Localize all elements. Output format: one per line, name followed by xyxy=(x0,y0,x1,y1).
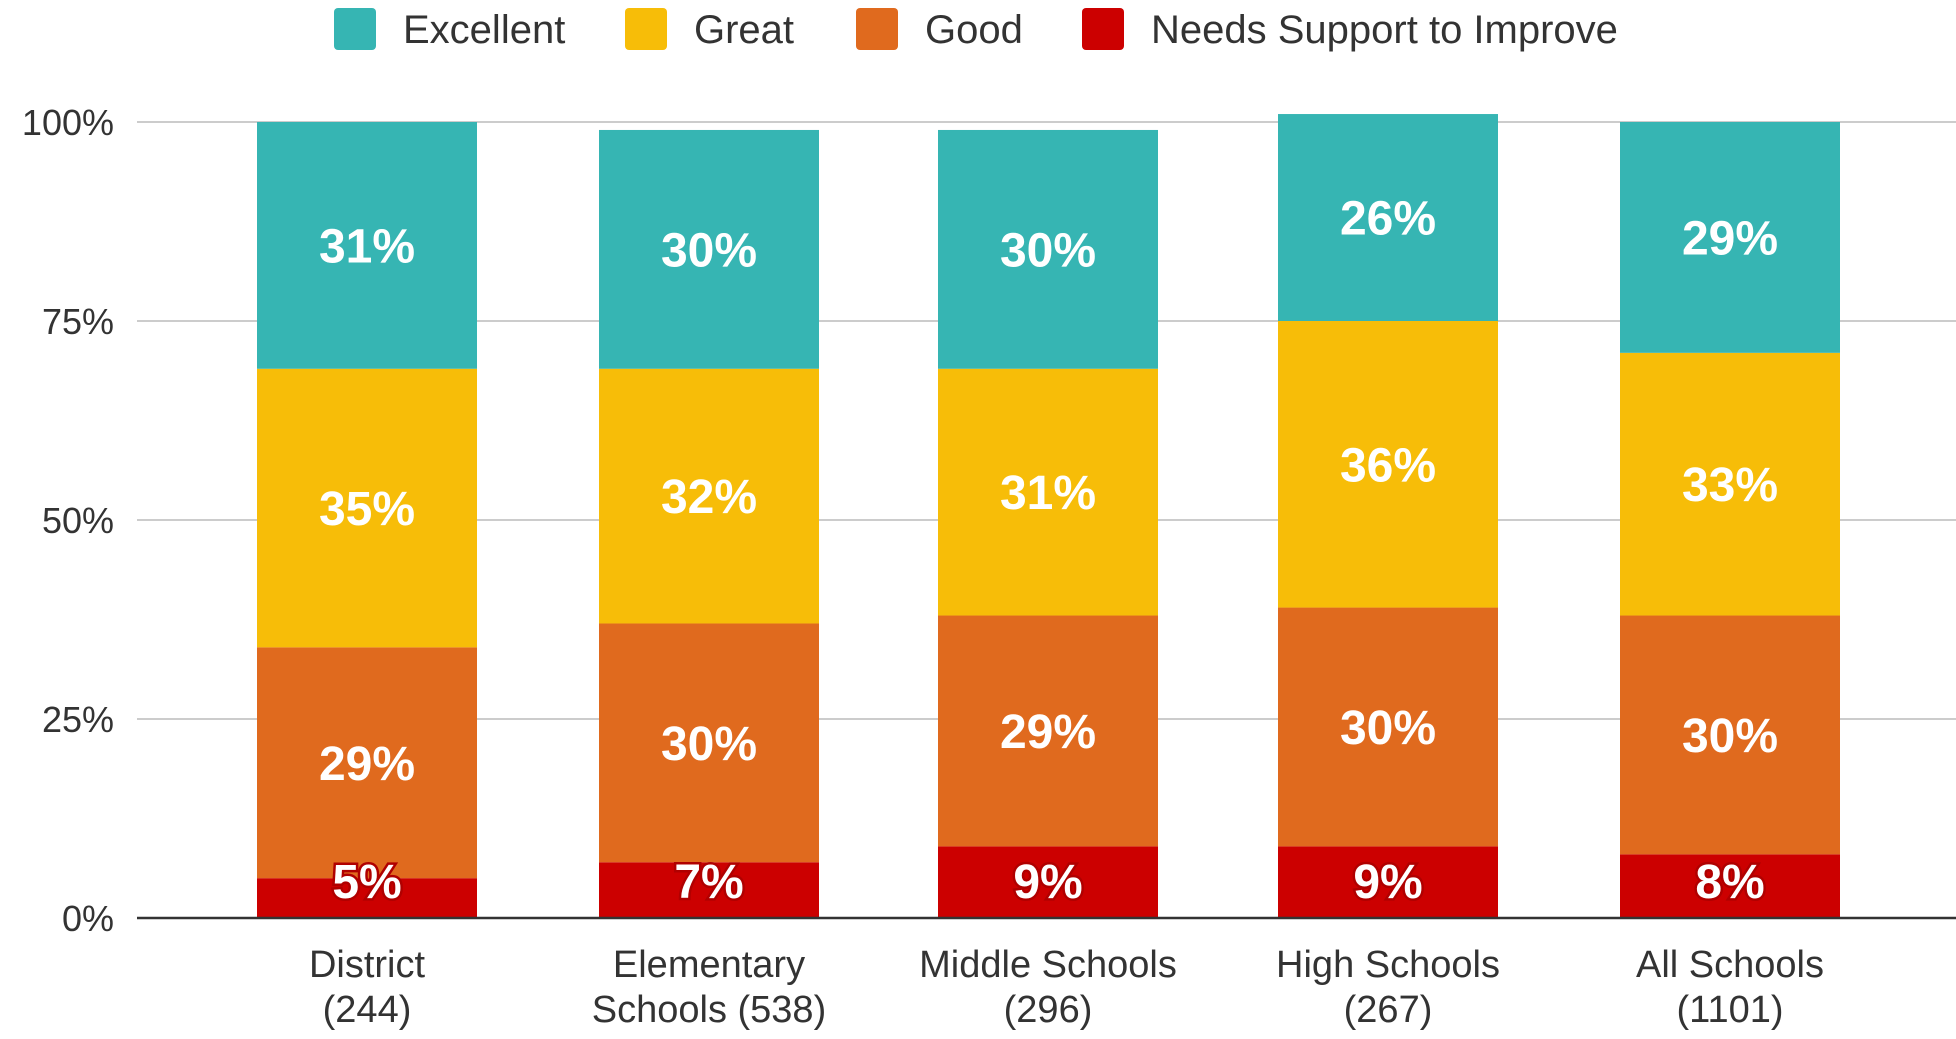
data-label: 8% xyxy=(1695,856,1764,909)
bar-segment-good xyxy=(938,615,1158,847)
bar-segment-needs-support-to-improve xyxy=(599,862,819,918)
legend-swatch xyxy=(1082,8,1124,50)
y-tick-label: 50% xyxy=(42,500,114,541)
bar-segment-needs-support-to-improve xyxy=(1278,846,1498,918)
y-tick-label: 25% xyxy=(42,699,114,740)
legend-item: Great xyxy=(625,8,794,52)
data-label: 30% xyxy=(1682,710,1778,763)
data-label: 31% xyxy=(319,220,415,273)
data-label: 29% xyxy=(1000,706,1096,759)
data-label: 5% xyxy=(332,856,401,909)
bar-segment-good xyxy=(599,623,819,863)
bar-segment-great xyxy=(1620,352,1840,616)
bar-segment-needs-support-to-improve xyxy=(1620,854,1840,918)
legend-label: Good xyxy=(925,8,1023,52)
x-tick-label: District xyxy=(309,944,426,986)
bar-segment-excellent xyxy=(599,129,819,369)
legend-swatch xyxy=(625,8,667,50)
bar-segment-great xyxy=(938,368,1158,616)
bar-segment-good xyxy=(1620,615,1840,855)
bar-group: 9% 29% 31% 30% xyxy=(938,129,1158,918)
data-label: 35% xyxy=(319,483,415,536)
x-tick-label: (244) xyxy=(323,989,412,1031)
data-label: 36% xyxy=(1340,439,1436,492)
x-tick-label: Schools (538) xyxy=(592,989,826,1031)
data-label: 33% xyxy=(1682,459,1778,512)
bar-segment-excellent xyxy=(1620,122,1840,353)
x-tick-label: High Schools xyxy=(1276,944,1500,986)
data-label: 9% xyxy=(1013,856,1082,909)
bar-segment-excellent xyxy=(257,122,477,369)
bar-segment-needs-support-to-improve xyxy=(257,878,477,918)
data-label: 31% xyxy=(1000,467,1096,520)
legend: Excellent Great Good Needs Support to Impro… xyxy=(334,8,1618,52)
bar-segment-needs-support-to-improve xyxy=(938,846,1158,918)
bar-segment-good xyxy=(1278,607,1498,847)
legend-item: Good xyxy=(856,8,1023,52)
y-tick-label: 0% xyxy=(62,898,114,939)
x-tick-label: Middle Schools xyxy=(919,944,1177,986)
legend-label: Needs Support to Improve xyxy=(1151,8,1618,52)
data-label: 30% xyxy=(661,718,757,771)
data-label: 30% xyxy=(1000,224,1096,277)
x-tick-label: All Schools xyxy=(1636,944,1824,986)
data-label: 29% xyxy=(1682,212,1778,265)
bar-group: 5% 29% 35% 31% xyxy=(257,122,477,918)
bar-group: 8% 30% 33% 29% xyxy=(1620,122,1840,918)
y-tick-label: 100% xyxy=(22,102,114,143)
y-axis: 0% 25% 50% 75% 100% xyxy=(22,102,114,939)
data-label: 9% xyxy=(1353,856,1422,909)
data-label: 30% xyxy=(1340,702,1436,755)
bar-group: 9% 30% 36% 26% xyxy=(1278,114,1498,918)
legend-label: Great xyxy=(694,8,794,52)
bar-segment-excellent xyxy=(938,129,1158,369)
bars: 5% 29% 35% 31% 7% 30% 32% 30% 9% 29% 31% 30% 9% 30% 36… xyxy=(257,114,1840,918)
legend-item: Needs Support to Improve xyxy=(1082,8,1618,52)
legend-item: Excellent xyxy=(334,8,565,52)
bar-segment-great xyxy=(257,368,477,648)
bar-segment-excellent xyxy=(1278,114,1498,321)
y-tick-label: 75% xyxy=(42,301,114,342)
bar-segment-great xyxy=(599,368,819,624)
x-tick-label: (1101) xyxy=(1676,989,1783,1031)
bar-group: 7% 30% 32% 30% xyxy=(599,129,819,918)
data-label: 7% xyxy=(674,856,743,909)
data-label: 26% xyxy=(1340,193,1436,246)
x-tick-label: (267) xyxy=(1344,989,1433,1031)
data-label: 32% xyxy=(661,471,757,524)
x-tick-label: (296) xyxy=(1004,989,1093,1031)
legend-swatch xyxy=(856,8,898,50)
x-tick-label: Elementary xyxy=(613,944,805,986)
bar-segment-good xyxy=(257,647,477,879)
legend-label: Excellent xyxy=(403,8,565,52)
data-label: 30% xyxy=(661,224,757,277)
data-label: 29% xyxy=(319,738,415,791)
legend-swatch xyxy=(334,8,376,50)
bar-segment-great xyxy=(1278,321,1498,608)
